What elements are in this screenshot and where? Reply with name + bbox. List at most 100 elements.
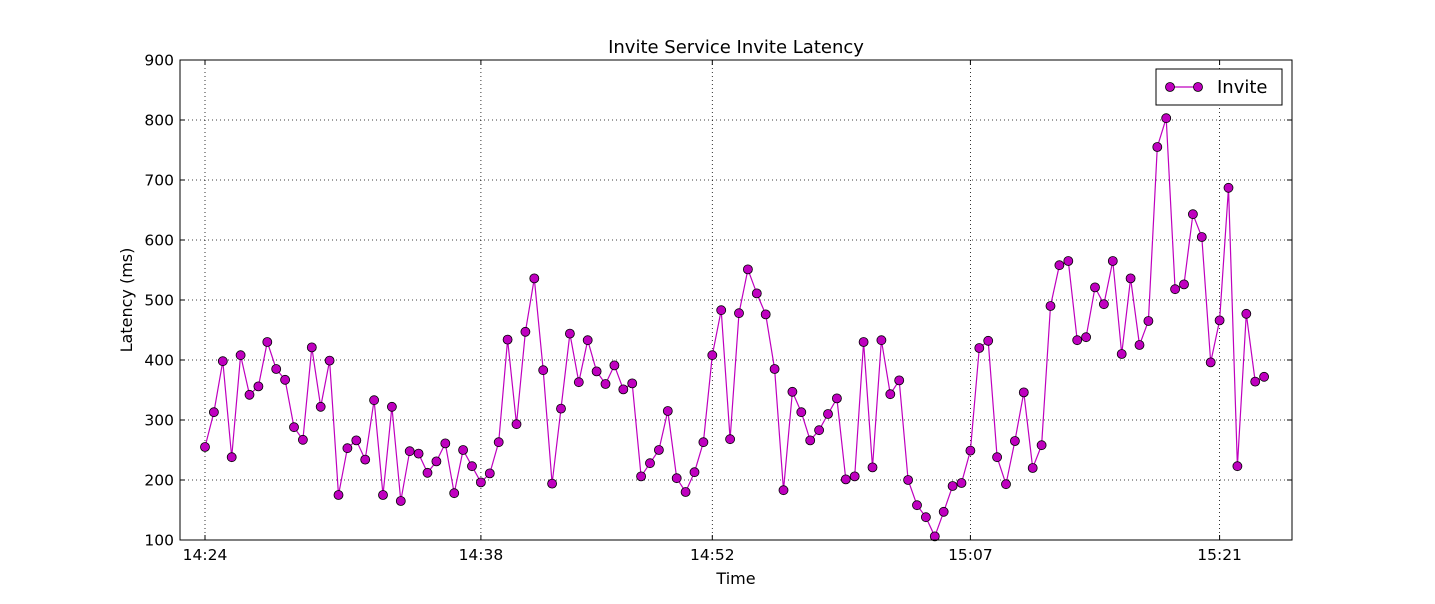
data-point — [805, 435, 816, 446]
data-point — [1259, 371, 1269, 382]
y-tick-label: 600 — [144, 232, 174, 250]
x-axis-label: Time — [715, 569, 755, 588]
data-point — [823, 409, 833, 419]
data-point — [582, 335, 593, 346]
data-point — [938, 506, 949, 517]
data-point — [1027, 463, 1038, 473]
data-point — [662, 406, 673, 416]
data-point — [1250, 376, 1261, 387]
data-point — [413, 448, 424, 459]
data-point — [1152, 142, 1163, 152]
data-point — [484, 468, 495, 479]
y-tick-label: 200 — [144, 472, 174, 490]
data-point — [565, 328, 575, 339]
data-point — [1107, 256, 1118, 266]
data-point — [475, 477, 486, 488]
data-point — [208, 407, 219, 418]
data-point — [1054, 260, 1065, 271]
data-point — [235, 350, 246, 361]
data-point — [849, 471, 860, 482]
data-point — [306, 342, 317, 353]
data-point — [680, 487, 691, 497]
legend-label: Invite — [1217, 77, 1268, 98]
data-point — [1036, 440, 1047, 451]
data-point — [814, 425, 824, 436]
data-point — [386, 401, 397, 412]
data-point — [1223, 182, 1234, 193]
data-point — [689, 467, 700, 478]
data-point — [698, 437, 709, 448]
data-point — [404, 446, 415, 457]
data-point — [547, 478, 557, 489]
data-point — [467, 461, 477, 472]
data-point — [369, 395, 380, 406]
legend-marker — [1165, 82, 1175, 92]
data-point — [1090, 282, 1100, 293]
y-tick-label: 400 — [144, 352, 174, 370]
series-line — [204, 118, 1265, 538]
chart-title: Invite Service Invite Latency — [608, 37, 864, 58]
data-point — [751, 288, 762, 299]
data-point — [315, 401, 326, 412]
data-point — [351, 435, 362, 446]
data-point — [1125, 273, 1136, 284]
data-point — [671, 473, 682, 484]
data-point — [395, 496, 406, 506]
data-point — [1214, 315, 1225, 326]
data-point — [627, 378, 638, 389]
y-tick-label: 300 — [144, 412, 174, 430]
data-point — [867, 462, 878, 473]
data-point — [1196, 232, 1207, 242]
data-point — [1143, 316, 1154, 326]
data-point — [1134, 340, 1145, 350]
data-point — [921, 512, 931, 523]
data-point — [609, 360, 620, 371]
legend-marker — [1193, 82, 1203, 92]
y-tick-label: 900 — [144, 52, 174, 70]
y-axis-label: Latency (ms) — [117, 248, 136, 353]
data-point — [707, 350, 718, 361]
data-point — [1018, 387, 1029, 398]
data-point — [983, 335, 994, 346]
data-point — [297, 434, 308, 445]
data-point — [226, 452, 237, 463]
data-point — [244, 389, 255, 400]
data-point — [778, 485, 789, 496]
data-point — [903, 475, 913, 485]
legend: Invite — [1155, 68, 1283, 106]
data-point — [378, 490, 388, 500]
y-tick-label: 700 — [144, 172, 174, 190]
x-tick-label: 15:07 — [948, 546, 993, 564]
data-point — [894, 375, 905, 386]
y-tick-label: 800 — [144, 112, 174, 130]
data-point — [431, 456, 442, 467]
data-point — [324, 355, 335, 366]
data-point — [743, 264, 753, 275]
x-tick-label: 14:38 — [459, 546, 504, 564]
data-point — [280, 374, 291, 385]
axes: 100 200 300 400 500 600 700 800 900 14:24 14:38 14:… — [144, 52, 1292, 564]
data-point — [912, 500, 922, 511]
data-point — [796, 407, 807, 418]
data-point — [654, 445, 664, 455]
data-point — [520, 326, 531, 337]
data-point — [591, 366, 602, 377]
data-point — [885, 389, 896, 400]
data-point — [1001, 479, 1011, 490]
data-point — [956, 478, 967, 488]
data-point — [974, 343, 985, 353]
data-point — [253, 381, 264, 392]
data-point — [449, 488, 460, 499]
data-point — [618, 384, 629, 395]
y-tick-label: 500 — [144, 292, 174, 310]
data-point — [1116, 349, 1127, 359]
y-tick-label: 100 — [144, 532, 174, 550]
data-point — [1188, 209, 1198, 220]
data-point — [271, 364, 282, 374]
data-point — [645, 458, 655, 469]
x-tick-label: 15:21 — [1197, 546, 1242, 564]
data-point — [947, 481, 958, 491]
data-point — [876, 335, 887, 346]
